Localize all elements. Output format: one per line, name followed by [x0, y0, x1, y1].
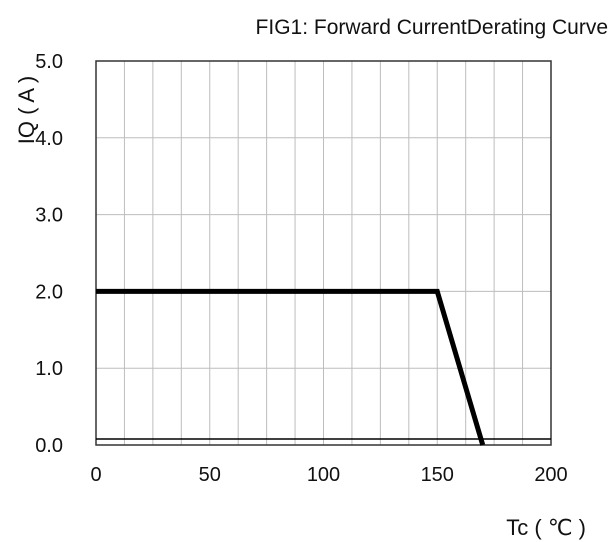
plot-frame — [95, 60, 552, 446]
y-tick-label: 4.0 — [35, 128, 63, 150]
y-tick-label: 3.0 — [35, 205, 63, 227]
y-tick-label: 0.0 — [35, 435, 63, 457]
x-tick-label: 100 — [307, 464, 340, 486]
x-tick-label: 200 — [534, 464, 567, 486]
series-layer — [95, 288, 486, 446]
grid-lines — [95, 60, 552, 446]
x-axis-title: Tc ( ℃ ) — [506, 515, 586, 540]
x-tick-label: 150 — [421, 464, 454, 486]
y-axis-title: IQ ( A ) — [14, 76, 39, 144]
y-tick-label: 1.0 — [35, 358, 63, 380]
x-tick-labels: 0 50 100 150 200 — [90, 464, 567, 486]
x-tick-label: 0 — [90, 464, 101, 486]
y-tick-labels: 0.0 1.0 2.0 3.0 4.0 5.0 — [35, 51, 63, 457]
chart-title: FIG1: Forward CurrentDerating Curve — [256, 16, 608, 39]
y-tick-label: 2.0 — [35, 281, 63, 303]
x-tick-label: 50 — [199, 464, 221, 486]
y-tick-label: 5.0 — [35, 51, 63, 73]
